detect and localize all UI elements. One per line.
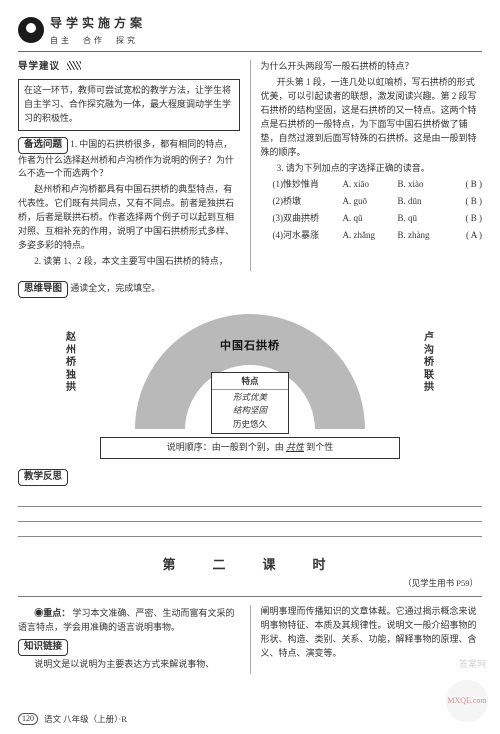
trait-head: 特点 [212,375,288,390]
lesson2-left: ◉重点： 学习本文准确、严密、生动而富有文采的语言特点，学会用准确的语言说明事物… [18,605,240,674]
beixuan-answer: 赵州桥和卢沟桥都具有中国石拱桥的典型特点，有代表性。它们既有共同点，又有不同点。… [18,183,240,253]
hatch-icon [67,61,81,70]
lesson2-title: 第 二 课 时 [18,555,482,575]
link-left-text: 说明文是以说明为主要表达方式来解说事物、 [18,658,240,672]
left-column: 导学建议 在这一环节，教师可尝试宽松的教学方法，让学生将自主学习、合作探究融为一… [18,60,240,271]
keypoint: ◉重点： 学习本文准确、严密、生动而富有文采的语言特点，学会用准确的语言说明事物… [18,607,240,635]
quiz-opt-a: A. qǔ [343,212,398,226]
lesson2-divider [18,596,482,597]
blank-line [18,507,482,522]
quiz-row: (4)河水暴涨 A. zhǎng B. zhàng ( A ) [273,229,483,243]
arch-right-label: 卢沟桥联拱 [422,332,436,395]
quiz-row: (1)惟妙惟肖 A. xiāo B. xiào ( B ) [273,178,483,192]
quiz-answer: ( B ) [466,178,483,192]
mindmap-section: 思维导图 通读全文，完成填空。 赵州桥独拱 卢沟桥联拱 中国石拱桥 特点 形式优… [18,281,482,459]
link-tag: 知识链接 [18,639,68,656]
quiz-opt-b: B. xiào [398,178,453,192]
lesson2-right: 阐明事理而传播知识的文章体裁。它通过揭示概念来说明事物特征、本质及其规律性。说明… [250,605,483,674]
quiz-opt-b: B. zhàng [398,229,453,243]
link-right-text: 阐明事理而传播知识的文章体裁。它通过揭示概念来说明事物特征、本质及其规律性。说明… [261,605,483,661]
link-heading: 知识链接 [18,639,240,656]
q3: 3. 请为下列加点的字选择正确的读音。 [261,162,483,176]
header-title: 导学实施方案 [50,14,146,33]
quiz-row: (2)桥墩 A. guō B. dūn ( B ) [273,195,483,209]
mindmap-lead: 通读全文，完成填空。 [70,283,160,293]
reflection-tag: 教学反思 [18,469,68,486]
beixuan-tag: 备选问题 [18,137,68,154]
mindmap-diagram: 赵州桥独拱 卢沟桥联拱 中国石拱桥 特点 形式优美 结构坚固 历史悠久 说明顺序… [24,304,476,459]
lesson2-ref: （见学生用书 P59） [18,577,482,590]
blank-line [18,492,482,507]
watermark-site: MXQE.com [447,697,486,706]
quiz-row: (3)双曲拱桥 A. qǔ B. qū ( B ) [273,212,483,226]
quiz-opt-a: A. guō [343,195,398,209]
order-box: 说明顺序：由一般到个别，由 共性 到个性 [100,437,400,459]
arch-left-label: 赵州桥独拱 [64,332,78,395]
page-header: 导学实施方案 自主 合作 探究 [18,14,482,47]
page-footer: 120 语文 八年级（上册）·R [18,713,127,726]
quiz-opt-a: A. xiāo [343,178,398,192]
page-number: 120 [18,713,38,725]
para-2: 2. 读第 1、2 段，本文主要写中国石拱桥的特点， [18,255,240,269]
lesson2-columns: ◉重点： 学习本文准确、严密、生动而富有文采的语言特点，学会用准确的语言说明事物… [18,605,482,674]
trait-box: 特点 形式优美 结构坚固 历史悠久 [211,372,289,434]
advice-label: 导学建议 [18,60,60,75]
order-pre: 说明顺序：由一般到个别，由 [167,442,286,452]
quiz-word: (4)河水暴涨 [273,229,343,243]
arch-title: 中国石拱桥 [220,338,280,355]
trait-1: 形式优美 [212,391,288,404]
quiz-answer: ( A ) [466,229,482,243]
trait-3: 历史悠久 [212,418,288,431]
order-post: 到个性 [306,442,333,452]
order-fill: 共性 [286,442,304,452]
quiz-answer: ( B ) [466,195,483,209]
quiz-word: (1)惟妙惟肖 [273,178,343,192]
logo-icon [18,17,44,43]
quiz-word: (2)桥墩 [273,195,343,209]
quiz-answer: ( B ) [466,212,483,226]
advice-box: 在这一环节，教师可尝试宽松的教学方法，让学生将自主学习、合作探究融为一体，最大程… [18,79,240,131]
watermark-text: 答案网 [459,658,486,672]
quiz-word: (3)双曲拱桥 [273,212,343,226]
header-subtitle: 自主 合作 探究 [50,35,146,47]
quiz-opt-a: A. zhǎng [343,229,398,243]
blank-line [18,522,482,537]
footer-text: 语文 八年级（上册）·R [44,713,127,726]
mindmap-tag: 思维导图 [18,281,68,298]
quiz-opt-b: B. dūn [398,195,453,209]
beixuan-block: 备选问题 1. 中国的石拱桥很多，都有相同的特点，作者为什么选择赵州桥和卢沟桥作… [18,137,240,182]
quiz-opt-b: B. qū [398,212,453,226]
keypoint-label: ◉重点： [34,608,70,618]
advice-heading: 导学建议 [18,60,240,75]
q-answer: 开头第 1 段，一连几处以虹喻桥，写石拱桥的形式优美，可以引起读者的联想，激发阅… [261,76,483,160]
header-divider [18,51,482,52]
q-intro: 为什么开头两段写一般石拱桥的特点？ [261,60,483,74]
right-column: 为什么开头两段写一般石拱桥的特点？ 开头第 1 段，一连几处以虹喻桥，写石拱桥的… [250,60,483,271]
watermark-stamp: MXQE.com [440,674,494,728]
trait-2: 结构坚固 [212,404,288,417]
top-columns: 导学建议 在这一环节，教师可尝试宽松的教学方法，让学生将自主学习、合作探究融为一… [18,60,482,271]
writing-lines [18,492,482,537]
reflection-section: 教学反思 [18,469,482,537]
